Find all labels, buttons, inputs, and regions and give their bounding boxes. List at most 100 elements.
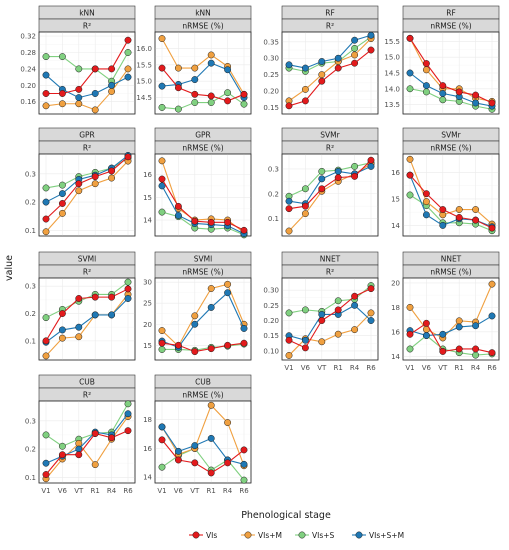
- data-point: [207, 345, 215, 353]
- data-point: [42, 215, 50, 223]
- data-point: [207, 285, 215, 292]
- data-point: [42, 198, 50, 206]
- panel-metric-label: nRMSE (%): [182, 391, 223, 400]
- panel-svmr-nrmse: SVMr nRMSE (%) 14 15 16: [391, 127, 500, 237]
- legend-key: [192, 531, 200, 539]
- panel-strip-metric: nRMSE (%): [154, 18, 252, 33]
- plot-area: [281, 31, 379, 115]
- y-tick-label: 15: [143, 194, 152, 202]
- data-point: [75, 180, 83, 188]
- data-point: [318, 71, 326, 79]
- data-point: [422, 66, 430, 74]
- data-point: [301, 185, 309, 193]
- data-point: [367, 317, 375, 324]
- series-vis-s-m: [406, 312, 496, 339]
- data-point: [75, 94, 83, 102]
- data-point: [42, 184, 50, 192]
- panel-strip-metric: R²: [281, 18, 379, 33]
- data-point: [422, 332, 430, 339]
- y-tick-label: 15.5: [384, 38, 400, 46]
- y-tick-label: 14: [391, 353, 400, 361]
- data-point: [42, 90, 50, 97]
- data-point: [174, 212, 182, 219]
- panel-strip-metric: nRMSE (%): [154, 140, 252, 155]
- x-tick-label: VT: [317, 364, 327, 372]
- data-point: [158, 103, 166, 111]
- panel-gpr-r2: GPR R² 0.1 0.2 0.3: [25, 127, 136, 237]
- panel-knn-nrmse: kNN nRMSE (%) 14.5 15.0 15.5 16.0: [136, 5, 252, 115]
- panel-rf-r2: RF R² 0.15 0.20 0.25 0.30 0.35: [263, 5, 379, 115]
- series-vis: [285, 46, 375, 110]
- y-tick-label: 0.3: [25, 283, 36, 291]
- x-tick-label: VT: [438, 364, 448, 372]
- data-point: [240, 446, 248, 454]
- data-point: [240, 325, 248, 332]
- data-point: [158, 208, 166, 216]
- panel-svml-r2: SVMl R² 0.1 0.2 0.3: [25, 251, 136, 361]
- data-point: [285, 309, 293, 317]
- panel-strip-model: kNN: [38, 5, 136, 20]
- data-point: [488, 224, 496, 232]
- x-tick-label: R1: [455, 364, 464, 372]
- data-point: [224, 66, 232, 74]
- panel-metric-label: R²: [326, 22, 334, 31]
- data-point: [124, 400, 132, 408]
- panel-strip-model: SVMl: [154, 251, 252, 266]
- data-point: [42, 471, 50, 478]
- data-point: [240, 476, 248, 484]
- data-point: [240, 460, 248, 468]
- data-point: [334, 297, 342, 305]
- series-vis-s: [406, 85, 496, 113]
- data-point: [318, 310, 326, 318]
- y-tick-label: 0.24: [20, 65, 36, 73]
- panel-model-label: CUB: [195, 378, 211, 387]
- panel-model-label: GPR: [79, 131, 95, 140]
- data-point: [75, 65, 83, 73]
- y-tick-label: 16: [391, 328, 400, 336]
- series-vis-m: [42, 65, 132, 114]
- y-tick-label: 0.2: [25, 199, 36, 207]
- panel-metric-label: nRMSE (%): [182, 144, 223, 153]
- panel-strip-metric: nRMSE (%): [402, 264, 500, 279]
- data-point: [108, 167, 116, 175]
- data-point: [108, 81, 116, 89]
- data-point: [191, 217, 199, 225]
- y-tick-label: 0.1: [25, 227, 36, 235]
- x-tick-label: V1: [157, 487, 166, 495]
- data-point: [455, 323, 463, 331]
- data-point: [75, 333, 83, 341]
- data-point: [472, 99, 480, 107]
- data-point: [318, 317, 326, 324]
- panel-model-label: SVMl: [194, 255, 212, 264]
- data-point: [42, 71, 50, 79]
- data-point: [42, 431, 50, 439]
- data-point: [58, 451, 66, 459]
- legend-key: [244, 531, 252, 539]
- series-vis-s-m: [406, 69, 496, 110]
- data-point: [367, 156, 375, 164]
- data-point: [285, 197, 293, 205]
- y-tick-label: 30: [143, 279, 152, 287]
- data-point: [455, 214, 463, 221]
- data-point: [422, 82, 430, 90]
- data-point: [224, 419, 232, 427]
- data-point: [334, 174, 342, 182]
- y-tick-label: 0.2: [268, 190, 279, 198]
- panel-metric-label: R²: [83, 391, 91, 400]
- x-tick-label: R4: [223, 487, 233, 495]
- data-point: [158, 157, 166, 165]
- data-point: [422, 190, 430, 198]
- data-point: [91, 65, 99, 73]
- data-point: [439, 347, 447, 355]
- panel-strip-model: SVMr: [402, 127, 500, 142]
- data-point: [58, 53, 66, 61]
- x-tick-label: V6: [174, 487, 184, 495]
- panel-knn-r2: kNN R² 0.16 0.20 0.24 0.28 0.32: [20, 5, 136, 115]
- plot-area: [402, 277, 500, 361]
- panel-model-label: NNET: [441, 255, 462, 264]
- data-point: [455, 317, 463, 325]
- y-tick-label: 0.20: [20, 82, 36, 90]
- panel-gpr-nrmse: GPR nRMSE (%) 14 15 16: [143, 127, 252, 239]
- data-point: [191, 459, 199, 467]
